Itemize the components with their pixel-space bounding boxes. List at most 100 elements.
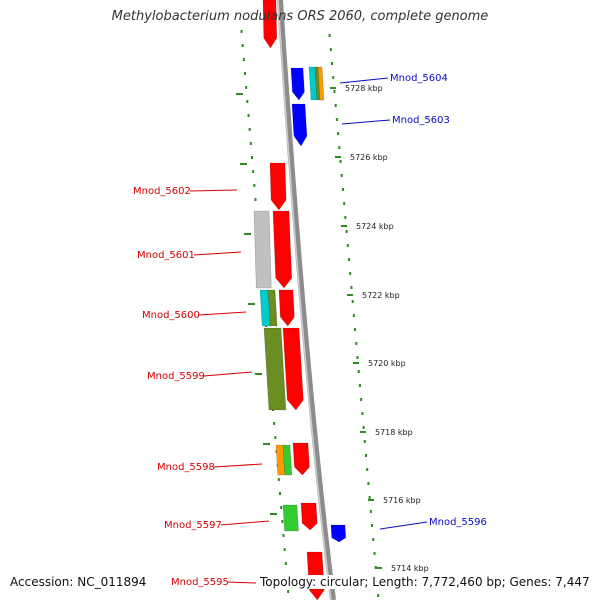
guide-dot [331,62,334,65]
gene-label-mnod_5600: Mnod_5600 [142,310,200,321]
guide-dot [367,482,370,485]
guide-dot [357,370,360,373]
gene-feature [291,103,308,147]
guide-dot [365,454,367,457]
gene-label-mnod_5603: Mnod_5603 [392,115,450,126]
guide-dot [334,104,337,107]
guide-dot [287,590,290,593]
guide-dot [282,534,285,537]
tick-label: 5716 kbp [383,496,421,505]
label-leader [198,311,247,316]
tick-label: 5714 kbp [391,564,429,573]
label-leader [379,521,428,530]
label-leader [220,520,270,526]
guide-dot [284,562,287,565]
guide-dot [369,510,372,513]
guide-dot [343,202,346,205]
genome-backbone-highlight [277,0,332,600]
guide-dot [242,58,245,61]
guide-dot [349,272,352,275]
gene-feature [282,327,304,411]
guide-dot [338,146,341,149]
tick-label: 5724 kbp [356,222,394,231]
guide-dot [373,552,376,555]
gene-label-mnod_5595: Mnod_5595 [171,577,229,588]
gene-feature [300,502,318,531]
gene-features [253,0,347,600]
gene-label-mnod_5599: Mnod_5599 [147,371,205,382]
guide-dot [340,174,343,177]
gene-feature [282,504,299,532]
gene-feature [290,67,305,101]
guide-dot [352,314,355,317]
gene-feature [269,162,287,211]
guide-dot [362,426,365,429]
guide-dot [348,258,351,261]
label-leader [193,251,242,256]
gene-feature [263,327,287,411]
tick-label: 5728 kbp [345,84,383,93]
label-leader [227,581,257,584]
guide-dash [263,443,270,445]
guide-dot [328,34,331,37]
guide-dash [255,373,262,375]
gene-feature [267,289,278,327]
guide-dot [254,198,257,201]
guide-dot [247,114,250,117]
guide-dot [368,496,371,499]
gene-feature [278,289,295,327]
tick-label: 5722 kbp [362,291,400,300]
tick-mark [368,499,374,501]
guide-dot [351,300,354,303]
guide-dash [240,163,247,165]
guide-dot [374,566,377,569]
page-title: Methylobacterium nodulans ORS 2060, comp… [111,9,489,24]
guide-dot [279,492,281,495]
guide-dot [249,142,252,145]
gene-feature [282,444,293,476]
topology-text: Topology: circular; Length: 7,772,460 bp… [258,575,592,589]
label-leader [213,463,263,468]
guide-dot [253,184,256,187]
guide-dot [341,188,344,191]
guide-dot [240,30,243,33]
guide-dot [248,128,251,131]
guide-dot [344,216,347,219]
guide-dot [346,244,349,247]
guide-dash [244,233,251,235]
tick-mark [330,87,336,89]
guide-dot [283,548,286,551]
guide-dot [354,328,357,331]
gene-label-mnod_5604: Mnod_5604 [390,73,448,84]
guide-dash [248,303,255,305]
gene-label-mnod_5596: Mnod_5596 [429,517,487,528]
guide-dot [345,230,348,233]
label-leader [203,371,253,377]
label-leader [339,77,389,84]
guide-dot [252,170,255,173]
tick-label: 5720 kbp [368,359,406,368]
guide-dash [270,513,277,515]
label-leader [341,119,391,125]
guide-dot [274,436,277,439]
guide-dot [360,398,363,401]
guide-dot [361,412,364,415]
guide-dot [366,468,369,471]
guide-dot [246,100,249,103]
guide-dot [281,520,284,523]
tick-mark [335,156,341,158]
gene-feature [272,210,292,289]
gene-feature [262,0,278,49]
guide-dot [337,132,340,135]
tick-mark [360,431,366,433]
genome-backbone [277,0,336,600]
guide-dot [332,76,335,79]
tick-mark [347,294,353,296]
guide-dot [371,524,374,527]
gene-label-mnod_5598: Mnod_5598 [157,462,215,473]
guide-dot [245,86,248,89]
tick-label: 5718 kbp [375,428,413,437]
tick-label: 5726 kbp [350,153,388,162]
guide-dash [236,93,243,95]
guide-dot [329,48,332,51]
